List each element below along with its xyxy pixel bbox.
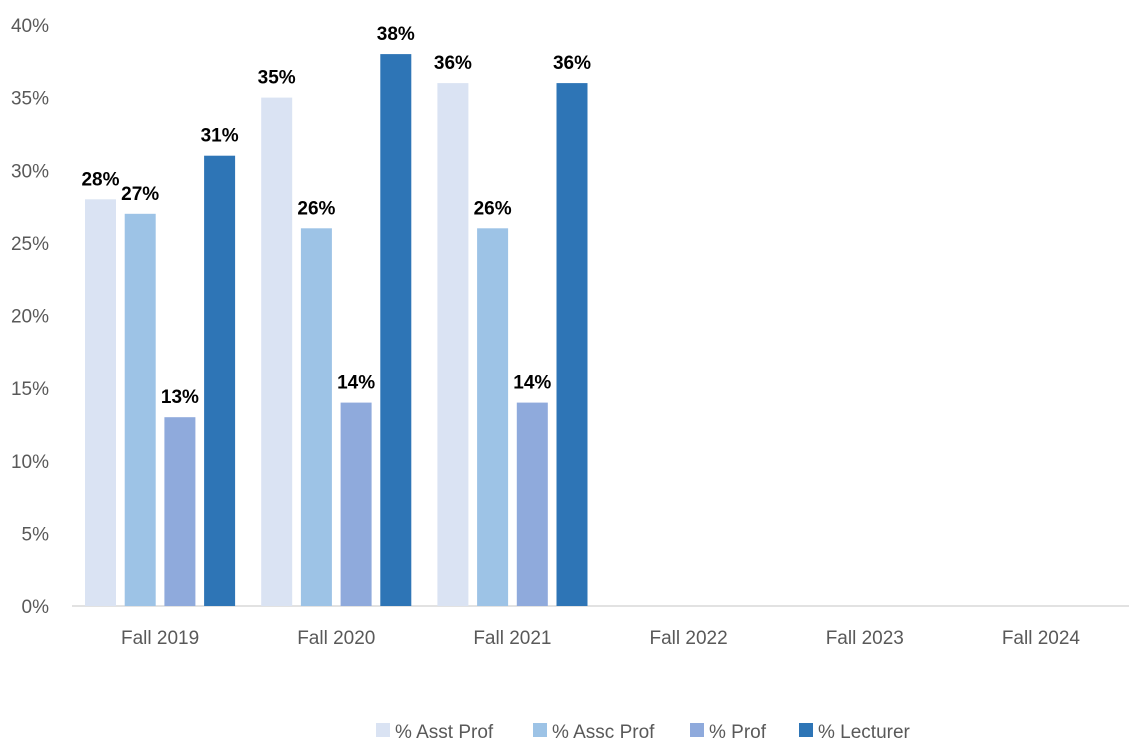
bar-assc-prof-fall-2021 — [477, 228, 509, 607]
legend-swatch — [533, 723, 547, 737]
data-label-asst-prof-fall-2019: 28% — [81, 169, 119, 190]
legend-swatch — [376, 723, 390, 737]
data-label-asst-prof-fall-2021: 36% — [434, 53, 472, 74]
y-tick-label: 15% — [11, 379, 49, 400]
y-tick-label: 0% — [22, 597, 50, 618]
bar-prof-fall-2021 — [516, 402, 548, 606]
legend-item-lecturer: % Lecturer — [799, 722, 911, 743]
data-labels-group: 28%27% 13% 31% 35% 26% 14% 38% 36% 26% 14% 36% — [81, 24, 591, 408]
legend-label: % Lecturer — [818, 722, 911, 743]
data-label-lecturer-fall-2019: 31% — [201, 126, 239, 147]
data-label-assc-prof-fall-2021: 26% — [474, 198, 512, 219]
data-label-lecturer-fall-2021: 36% — [553, 53, 591, 74]
y-tick-label: 25% — [11, 234, 49, 255]
data-label-assc-prof-fall-2020: 26% — [297, 198, 335, 219]
bar-assc-prof-fall-2020 — [300, 228, 332, 607]
bar-asst-prof-fall-2019 — [85, 199, 116, 607]
bar-asst-prof-fall-2021 — [437, 83, 469, 607]
legend: % Asst Prof % Assc Prof % Prof % Lecturer — [376, 722, 911, 743]
bars-group — [85, 54, 588, 607]
legend-item-asst-prof: % Asst Prof — [376, 722, 494, 743]
legend-swatch — [799, 723, 813, 737]
data-label-prof-fall-2019: 13% — [161, 387, 199, 408]
y-tick-label: 30% — [11, 161, 49, 182]
data-label-asst-prof-fall-2020: 35% — [258, 68, 296, 89]
data-label-lecturer-fall-2020: 38% — [377, 24, 415, 45]
legend-item-assc-prof: % Assc Prof — [533, 722, 655, 743]
bar-lecturer-fall-2021 — [556, 83, 588, 607]
y-tick-label: 10% — [11, 452, 49, 473]
data-label-prof-fall-2021: 14% — [513, 373, 551, 394]
x-category-label: Fall 2023 — [826, 628, 904, 649]
legend-label: % Prof — [709, 722, 767, 743]
legend-item-prof: % Prof — [690, 722, 767, 743]
y-axis-ticks: 0% 5% 10% 15% 20% 25% 30% 35% 40% — [11, 16, 49, 618]
legend-label: % Assc Prof — [552, 722, 655, 743]
x-category-label: Fall 2019 — [121, 628, 199, 649]
x-category-label: Fall 2022 — [650, 628, 728, 649]
bar-lecturer-fall-2020 — [380, 54, 412, 607]
bar-assc-prof-fall-2019 — [124, 213, 156, 607]
bar-prof-fall-2019 — [164, 417, 196, 606]
y-tick-label: 35% — [11, 89, 49, 110]
y-tick-label: 20% — [11, 307, 49, 328]
data-label-assc-prof-fall-2019: 27% — [121, 184, 159, 205]
x-category-label: Fall 2020 — [297, 628, 375, 649]
y-tick-label: 40% — [11, 16, 49, 37]
y-tick-label: 5% — [22, 524, 50, 545]
legend-swatch — [690, 723, 704, 737]
x-category-label: Fall 2021 — [473, 628, 551, 649]
data-label-prof-fall-2020: 14% — [337, 373, 375, 394]
x-axis-category-labels: Fall 2019 Fall 2020 Fall 2021 Fall 2022 Fall… — [121, 628, 1080, 649]
x-category-label: Fall 2024 — [1002, 628, 1081, 649]
bar-asst-prof-fall-2020 — [261, 97, 293, 606]
bar-lecturer-fall-2019 — [204, 155, 236, 606]
bar-prof-fall-2020 — [340, 402, 372, 606]
legend-label: % Asst Prof — [395, 722, 494, 743]
